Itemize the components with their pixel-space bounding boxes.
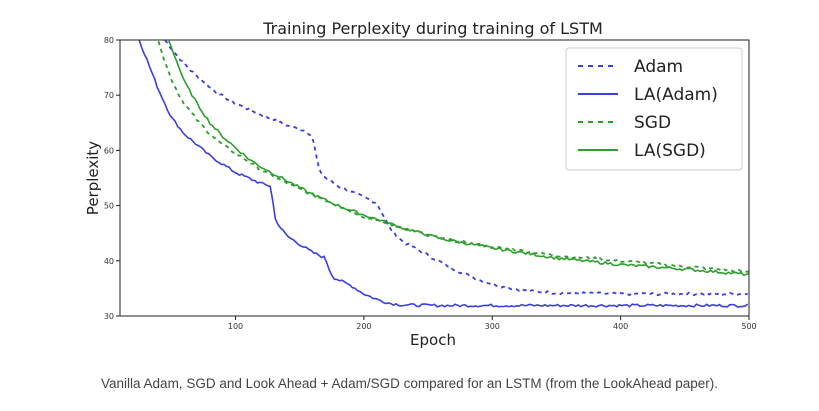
- chart-title: Training Perplexity during training of L…: [262, 19, 603, 38]
- plot-frame: [119, 39, 750, 317]
- legend-label: LA(Adam): [634, 85, 718, 105]
- x-axis-label: Epoch: [410, 331, 456, 349]
- legend-label: LA(SGD): [634, 141, 706, 161]
- series-line-la-sgd: [168, 40, 749, 277]
- y-axis-label: Perplexity: [84, 141, 102, 215]
- x-tick-label: 100: [228, 322, 243, 331]
- y-tick-label: 40: [104, 257, 114, 266]
- y-tick-label: 60: [104, 146, 114, 155]
- series-line-la-adam: [138, 40, 749, 308]
- x-tick-label: 500: [741, 322, 756, 331]
- x-tick-label: 300: [485, 322, 500, 331]
- y-tick-label: 70: [104, 91, 114, 100]
- y-tick-label: 80: [104, 36, 114, 45]
- x-tick-label: 400: [613, 322, 628, 331]
- legend-label: SGD: [634, 113, 671, 133]
- y-tick-label: 30: [104, 312, 114, 321]
- legend-box: [565, 47, 743, 171]
- x-tick-label: 200: [356, 322, 371, 331]
- legend: Adam LA(Adam) SGD LA(SGD): [565, 47, 743, 171]
- figure-caption: Vanilla Adam, SGD and Look Ahead + Adam/…: [101, 376, 718, 391]
- plot-area: [138, 40, 749, 308]
- y-tick-label: 50: [104, 202, 114, 211]
- series-line-sgd: [157, 41, 749, 273]
- perplexity-chart: Training Perplexity during training of L…: [84, 19, 757, 349]
- legend-label: Adam: [634, 57, 683, 77]
- axis-ticks: 100 200 300 400 500 30 40 50 60 70 80: [104, 36, 757, 331]
- series-line-adam: [164, 40, 748, 297]
